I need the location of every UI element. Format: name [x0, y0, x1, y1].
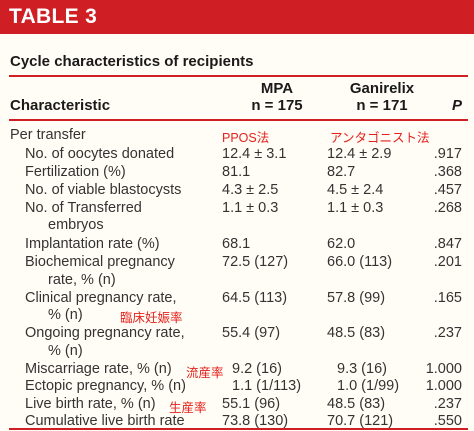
row-label: rate, % (n) [48, 272, 116, 288]
cell-mpa: 68.1 [222, 236, 251, 252]
cell-ganirelix: 4.5 ± 2.4 [327, 182, 384, 198]
cell-mpa: 64.5 (113) [222, 290, 288, 306]
cell-ganirelix: 70.7 (121) [327, 413, 394, 429]
row-label: No. of Transferred [25, 200, 142, 216]
cell-ganirelix: 62.0 [327, 236, 356, 252]
ganirelix-count: n = 171 [356, 97, 408, 114]
header-rule [9, 119, 468, 121]
cell-ganirelix: 1.1 ± 0.3 [327, 200, 384, 216]
cell-p: .237 [433, 396, 462, 412]
cell-ganirelix: 82.7 [327, 164, 356, 180]
cell-ganirelix: 48.5 (83) [327, 325, 386, 341]
cell-ganirelix: 48.5 (83) [327, 396, 386, 412]
cell-mpa: 4.3 ± 2.5 [222, 182, 279, 198]
cell-p: .457 [433, 182, 462, 198]
cell-ganirelix: 66.0 (113) [327, 254, 393, 270]
annotation-live-birth: 生産率 [169, 401, 207, 415]
row-label: % (n) [48, 343, 83, 359]
row-label: Implantation rate (%) [25, 236, 160, 252]
row-label: Cumulative live birth rate [25, 413, 185, 429]
row-label: % (n) [48, 307, 83, 323]
row-label: Live birth rate, % (n) [25, 396, 156, 412]
cell-mpa: 55.4 (97) [222, 325, 281, 341]
cell-p: .268 [433, 200, 462, 216]
cell-p: .917 [433, 146, 462, 162]
cell-mpa: 73.8 (130) [222, 413, 289, 429]
ganirelix-name: Ganirelix [349, 80, 415, 97]
cell-p: .237 [433, 325, 462, 341]
table-label: TABLE 3 [9, 5, 98, 28]
cell-p: .368 [433, 164, 462, 180]
top-rule [9, 75, 468, 77]
cell-p: 1.000 [425, 378, 462, 394]
cell-p: 1.000 [425, 361, 462, 377]
row-label: Biochemical pregnancy [25, 254, 175, 270]
cell-p: .550 [433, 413, 462, 429]
column-header-mpa: MPA n = 175 [222, 80, 332, 114]
cell-mpa: 12.4 ± 3.1 [222, 146, 287, 162]
row-label: Ectopic pregnancy, % (n) [25, 378, 186, 394]
row-label: Ongoing pregnancy rate, [25, 325, 185, 341]
row-label: No. of oocytes donated [25, 146, 175, 162]
cell-mpa: 55.1 (96) [222, 396, 281, 412]
column-header-p: P [451, 97, 462, 114]
bottom-rule [9, 428, 468, 430]
table-header-bar: TABLE 3 [0, 0, 474, 34]
cell-mpa: 81.1 [222, 164, 251, 180]
row-label: No. of viable blastocysts [25, 182, 182, 198]
column-header-characteristic: Characteristic [10, 97, 111, 114]
cell-ganirelix: 9.3 (16) [337, 361, 387, 377]
cell-mpa: 9.2 (16) [232, 361, 282, 377]
annotation-clinical-pregnancy: 臨床妊娠率 [120, 311, 183, 325]
cell-mpa: 1.1 (1/113) [232, 378, 302, 394]
cell-p: .201 [433, 254, 462, 270]
annotation-antagonist: アンタゴニスト法 [330, 131, 430, 145]
mpa-name: MPA [260, 80, 294, 97]
column-header-ganirelix: Ganirelix n = 171 [327, 80, 437, 114]
cell-mpa: 72.5 (127) [222, 254, 289, 270]
row-label: Fertilization (%) [25, 164, 126, 180]
cell-p: .165 [433, 290, 462, 306]
row-label: embryos [48, 217, 104, 233]
table-subtitle: Cycle characteristics of recipients [10, 53, 254, 70]
cell-mpa: 1.1 ± 0.3 [222, 200, 279, 216]
row-label: Clinical pregnancy rate, [25, 290, 177, 306]
annotation-miscarriage: 流産率 [186, 366, 224, 380]
row-label: Miscarriage rate, % (n) [25, 361, 172, 377]
cell-ganirelix: 12.4 ± 2.9 [327, 146, 392, 162]
cell-ganirelix: 57.8 (99) [327, 290, 386, 306]
cell-p: .847 [433, 236, 462, 252]
cell-ganirelix: 1.0 (1/99) [337, 378, 400, 394]
mpa-count: n = 175 [251, 97, 303, 114]
annotation-ppos: PPOS法 [222, 131, 270, 145]
row-label: Per transfer [10, 127, 86, 143]
